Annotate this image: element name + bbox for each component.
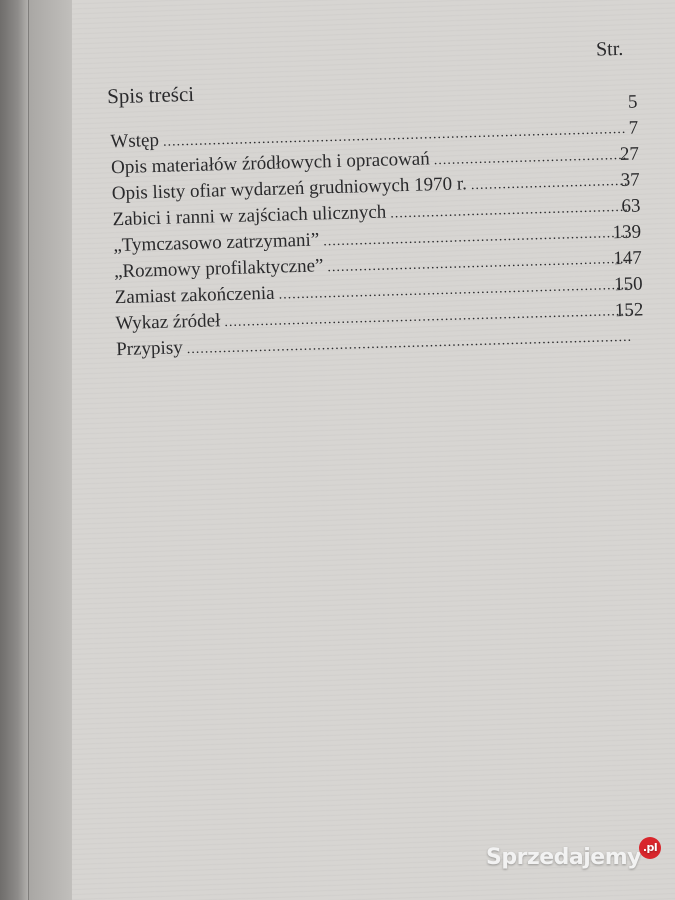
toc-page-number: 5 xyxy=(627,91,638,113)
toc-title: Spis treści xyxy=(106,81,195,109)
toc-page-number: 27 xyxy=(619,143,640,166)
toc-page-number: 139 xyxy=(612,221,642,244)
watermark-text: Sprzedajemy xyxy=(486,845,642,870)
toc-page-number: 152 xyxy=(614,299,644,322)
toc-entry-title: Zamiast zakończenia xyxy=(114,282,275,309)
toc-entry-title: „Tymczasowo zatrzymani” xyxy=(113,229,320,257)
toc-entry-title: „Rozmowy profilaktyczne” xyxy=(113,255,324,283)
toc-page-number: 63 xyxy=(621,195,641,217)
watermark-suffix: .pl xyxy=(639,837,661,859)
toc-page-number: 37 xyxy=(620,169,640,192)
toc-entry-title: Wstęp xyxy=(110,129,160,153)
toc-entries: WstępOpis materiałów źródłowych i opraco… xyxy=(110,117,636,365)
toc-page-number: 150 xyxy=(613,273,643,296)
sprzedajemy-watermark-logo: Sprzedajemy .pl xyxy=(486,837,661,870)
toc-page-number: 147 xyxy=(613,247,643,270)
toc-entry-title: Przypisy xyxy=(115,337,183,361)
dot-leader xyxy=(327,252,630,276)
toc-page-numbers: 5 7 27 37 63 139 147 150 152 xyxy=(589,92,644,327)
table-of-contents: Str. Spis treści WstępOpis materiałów źr… xyxy=(0,0,675,417)
toc-entry-title: Wykaz źródeł xyxy=(115,310,221,335)
page-column-label: Str. xyxy=(595,37,624,61)
toc-page-number: 7 xyxy=(628,117,639,139)
dot-leader xyxy=(323,226,629,251)
